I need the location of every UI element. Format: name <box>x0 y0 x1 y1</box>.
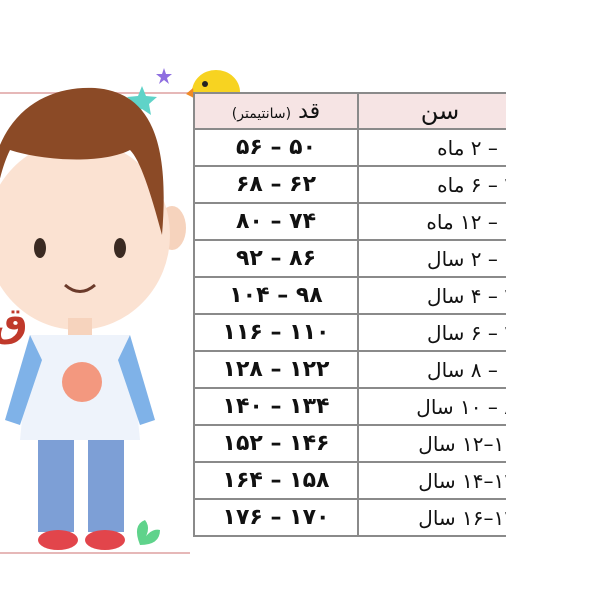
age-cell: ۲ – ۶ ماه <box>357 165 506 204</box>
age-cell: ۶ – ۱۲ ماه <box>357 202 506 241</box>
header-height: قد (سانتیمتر) <box>193 92 359 130</box>
age-cell: ۱۲–۱۴ سال <box>357 461 506 500</box>
age-cell: ۰ – ۲ ماه <box>357 128 506 167</box>
age-cell: ۲ – ۴ سال <box>357 276 506 315</box>
height-cell: ۹۸ – ۱۰۴ <box>193 276 359 315</box>
height-cell: ۱۳۴ – ۱۴۰ <box>193 387 359 426</box>
age-cell: ۱۰–۱۲ سال <box>357 424 506 463</box>
height-cell: ۵۰ – ۵۶ <box>193 128 359 167</box>
height-cell: ۸۶ – ۹۲ <box>193 239 359 278</box>
boy <box>0 87 186 550</box>
header-height-unit: (سانتیمتر) <box>231 105 292 122</box>
table-header-row: سن قد (سانتیمتر) <box>193 92 506 130</box>
height-cell: ۱۵۸ – ۱۶۴ <box>193 461 359 500</box>
height-cell: ۱۴۶ – ۱۵۲ <box>193 424 359 463</box>
age-cell: ۸ – ۱۰ سال <box>357 387 506 426</box>
height-cell: ۱۲۲ – ۱۲۸ <box>193 350 359 389</box>
header-height-label: قد <box>298 98 321 124</box>
age-cell: ۴ – ۶ سال <box>357 313 506 352</box>
age-cell: ۱۴–۱۶ سال <box>357 498 506 537</box>
height-cell: ۱۱۰ – ۱۱۶ <box>193 313 359 352</box>
side-letter: ق <box>0 300 28 346</box>
height-cell: ۶۲ – ۶۸ <box>193 165 359 204</box>
age-cell: ۶ – ۸ سال <box>357 350 506 389</box>
height-cell: ۱۷۰ – ۱۷۶ <box>193 498 359 537</box>
height-cell: ۷۴ – ۸۰ <box>193 202 359 241</box>
age-cell: ۱ – ۲ سال <box>357 239 506 278</box>
header-age: سن <box>357 92 506 130</box>
